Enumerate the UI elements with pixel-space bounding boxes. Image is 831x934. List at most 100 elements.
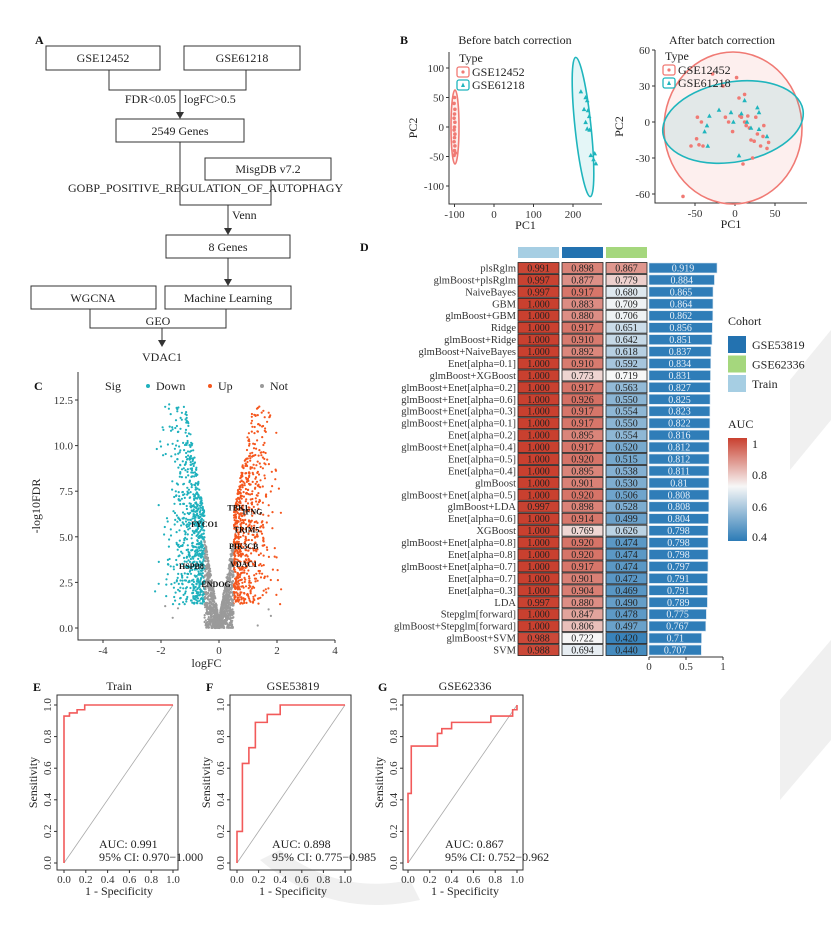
point-up <box>235 519 238 522</box>
heatmap-cell <box>605 548 648 561</box>
point-down <box>200 524 203 527</box>
mean-auc-bar <box>648 286 714 298</box>
point-up <box>249 459 252 462</box>
gene-label: PIK3CB <box>229 542 259 551</box>
point-down <box>162 454 165 457</box>
point-up <box>243 514 246 517</box>
point-up <box>259 562 262 566</box>
point-up <box>248 597 251 600</box>
heatmap-cell-value: 0.478 <box>615 610 638 621</box>
point-down <box>178 495 181 498</box>
point-up <box>258 499 262 503</box>
x-tick-label: 0.8 <box>488 874 502 886</box>
point-down <box>186 486 189 489</box>
point-up <box>256 521 259 525</box>
point-not <box>225 588 228 591</box>
point-up <box>237 490 240 493</box>
heatmap-cell-value: 0.474 <box>615 538 638 549</box>
model-label: glmBoost <box>475 478 516 489</box>
x-tick-label: 0.6 <box>295 874 309 886</box>
point-not <box>229 598 232 601</box>
point-up <box>234 600 237 603</box>
point-up <box>255 464 258 467</box>
point-up <box>239 530 242 533</box>
point-up <box>247 493 250 496</box>
point-up <box>267 555 270 559</box>
point-down <box>195 502 198 505</box>
point-down <box>190 467 194 470</box>
point-down <box>196 525 199 529</box>
filter-logfc: logFC>0.5 <box>184 92 236 106</box>
point-not <box>231 604 234 607</box>
point-down <box>184 431 187 434</box>
heatmap-cell-value: 0.847 <box>571 610 594 621</box>
point-up <box>242 495 245 498</box>
point-not <box>208 565 211 568</box>
mean-auc-bar <box>648 573 708 584</box>
point-down <box>186 523 189 526</box>
point-down <box>192 589 195 592</box>
cohort-header-gse62336 <box>606 247 647 258</box>
point-up <box>258 530 261 533</box>
mean-auc-bar <box>648 620 707 632</box>
point-up <box>250 508 253 511</box>
heatmap-cell-value: 0.988 <box>527 646 550 657</box>
point-down <box>179 503 182 506</box>
heatmap-cell-value: 1.000 <box>527 538 550 549</box>
point-up <box>271 568 274 571</box>
point-down <box>197 514 200 517</box>
point-not <box>211 622 214 625</box>
point-down <box>177 466 180 469</box>
point-up <box>258 572 261 575</box>
point-down <box>180 497 183 500</box>
mean-auc-value: 0.808 <box>668 502 691 513</box>
heatmap-cell-value: 0.901 <box>571 478 594 489</box>
point-up <box>249 590 252 593</box>
heatmap-cell <box>561 405 604 418</box>
point-down <box>189 433 192 436</box>
mean-auc-bar <box>648 549 709 560</box>
point-down <box>186 435 189 438</box>
point-down <box>202 532 205 535</box>
point-down <box>178 545 181 549</box>
heatmap-cell <box>605 465 648 477</box>
point-not <box>176 607 180 610</box>
point-up <box>240 515 244 518</box>
point-up <box>241 527 244 530</box>
point-down <box>200 497 203 500</box>
point-up <box>235 577 238 580</box>
heatmap-cell <box>561 274 604 286</box>
point-not <box>231 625 234 628</box>
heatmap-cell-value: 0.806 <box>571 622 594 633</box>
point-up <box>275 593 278 597</box>
point-up <box>266 548 269 552</box>
point-up <box>247 549 250 552</box>
point-down <box>185 451 188 455</box>
heatmap-cell-value: 1.000 <box>527 431 550 442</box>
point-gse61218 <box>707 113 712 118</box>
point-down <box>195 568 198 571</box>
point-down <box>169 528 172 531</box>
heatmap-cell-value: 0.880 <box>571 311 594 322</box>
point-down <box>188 580 191 583</box>
geneset-name: GOBP_POSITIVE_REGULATION_OF_AUTOPHAGY <box>68 181 343 195</box>
point-not <box>228 612 231 615</box>
heatmap-cell <box>605 297 648 310</box>
heatmap-cell <box>561 345 604 358</box>
heatmap-cell-value: 0.877 <box>571 275 594 286</box>
point-down <box>191 565 194 569</box>
box-msigdb-label: MisgDB v7.2 <box>235 162 300 176</box>
point-not <box>203 620 206 624</box>
heatmap-cell <box>605 632 648 644</box>
point-not <box>227 625 230 628</box>
point-gse12452 <box>452 135 457 140</box>
point-down <box>187 521 191 524</box>
point-up <box>241 552 244 555</box>
point-not <box>212 592 215 595</box>
point-gse61218 <box>739 111 744 116</box>
point-down <box>185 525 189 529</box>
point-down <box>191 601 194 604</box>
mean-auc-bar <box>648 525 709 536</box>
point-down <box>182 467 185 470</box>
point-up <box>236 592 239 595</box>
